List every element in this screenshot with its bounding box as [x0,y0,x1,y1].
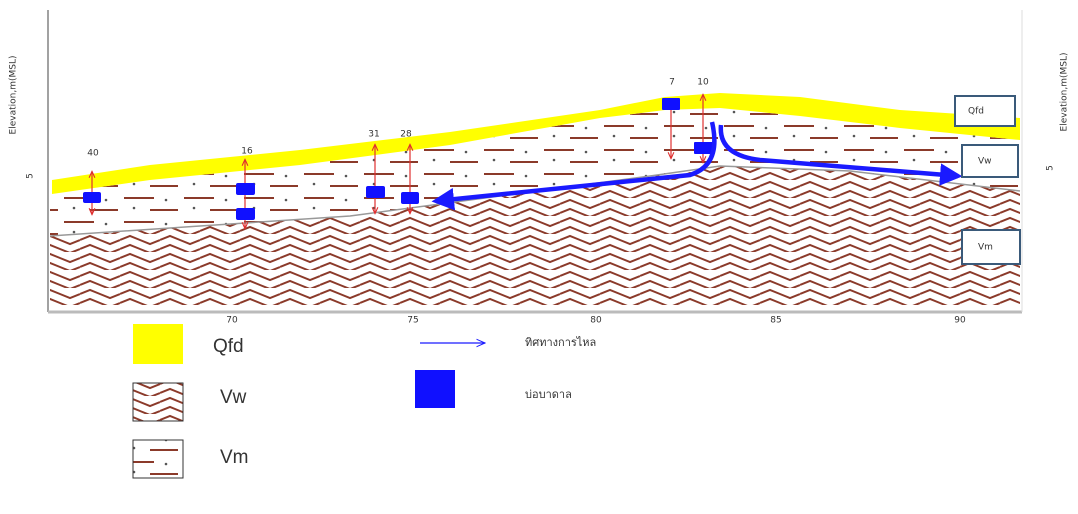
layer-box [955,96,1015,126]
well [694,142,713,154]
right-axis-label: Elevation,m(MSL) [1060,53,1070,132]
x-tick: 75 [407,316,418,326]
legend-label: Qfd [213,336,244,357]
well [236,208,255,220]
legend-swatch-vm [133,440,183,478]
layer-box-label: Vm [978,243,993,253]
well [662,98,680,110]
layer-box-label: Vw [978,157,992,167]
x-tick: 70 [226,316,238,326]
legend-swatch-qfd [133,324,183,364]
layer-box-label: Qfd [968,107,984,117]
well-label: 28 [400,130,412,140]
well-label: 31 [368,130,379,140]
left-tick: 5 [26,173,36,179]
left-axis-label: Elevation,m(MSL) [9,56,19,135]
legend-label: Vm [220,447,249,468]
x-tick: 85 [770,316,781,326]
well [236,183,255,195]
well-label: 10 [697,78,709,88]
legend-label: Vw [220,387,247,408]
legend-well-label: บ่อบาดาล [525,388,572,401]
well [401,192,419,204]
well-label: 16 [241,147,253,157]
well-label: 40 [87,149,99,159]
cross-section: Elevation,m(MSL) Elevation,m(MSL) 5 5 70… [0,0,1078,514]
right-tick: 5 [1046,165,1056,171]
x-tick: 90 [954,316,966,326]
legend-flow-label: ทิศทางการไหล [525,336,596,349]
well [366,186,385,198]
well-label: 7 [669,78,675,88]
legend-swatch-vw [133,383,183,421]
legend-well-swatch [415,370,455,408]
well [83,192,101,203]
x-tick: 80 [590,316,602,326]
